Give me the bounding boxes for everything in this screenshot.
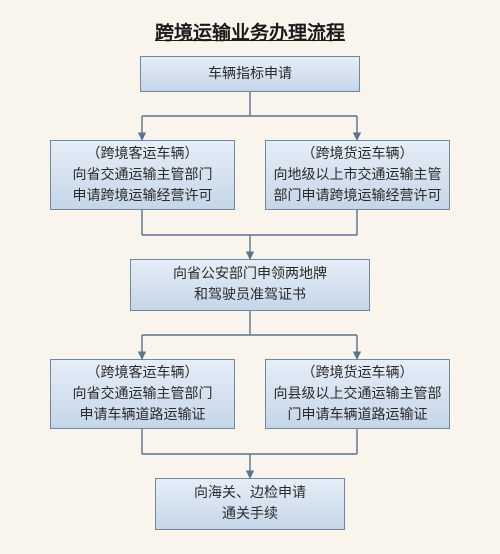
node-police-plates: 向省公安部门申领两地牌 和驾驶员准驾证书 <box>130 259 370 311</box>
node-label: （跨境客运车辆） 向省交通运输主管部门 申请车辆道路运输证 <box>73 363 213 426</box>
node-label: （跨境客运车辆） 向省交通运输主管部门 申请跨境运输经营许可 <box>73 144 213 207</box>
node-passenger-road-cert: （跨境客运车辆） 向省交通运输主管部门 申请车辆道路运输证 <box>50 359 235 429</box>
node-passenger-permit: （跨境客运车辆） 向省交通运输主管部门 申请跨境运输经营许可 <box>50 140 235 210</box>
node-label: 向海关、边检申请 通关手续 <box>194 483 306 525</box>
node-freight-road-cert: （跨境货运车辆） 向县级以上交通运输主管部 门申请车辆道路运输证 <box>265 359 450 429</box>
node-label: 车辆指标申请 <box>208 64 292 85</box>
diagram-title: 跨境运输业务办理流程 <box>0 18 500 45</box>
node-label: 向省公安部门申领两地牌 和驾驶员准驾证书 <box>173 264 327 306</box>
node-freight-permit: （跨境货运车辆） 向地级以上市交通运输主管 部门申请跨境运输经营许可 <box>265 140 450 210</box>
flowchart-canvas: 跨境运输业务办理流程 车辆指标申请 （跨境客运车辆） 向省交通运输主管部门 申请… <box>0 0 500 554</box>
node-vehicle-quota-apply: 车辆指标申请 <box>140 56 360 92</box>
node-label: （跨境货运车辆） 向县级以上交通运输主管部 门申请车辆道路运输证 <box>274 363 442 426</box>
node-customs: 向海关、边检申请 通关手续 <box>155 478 345 530</box>
node-label: （跨境货运车辆） 向地级以上市交通运输主管 部门申请跨境运输经营许可 <box>274 144 442 207</box>
